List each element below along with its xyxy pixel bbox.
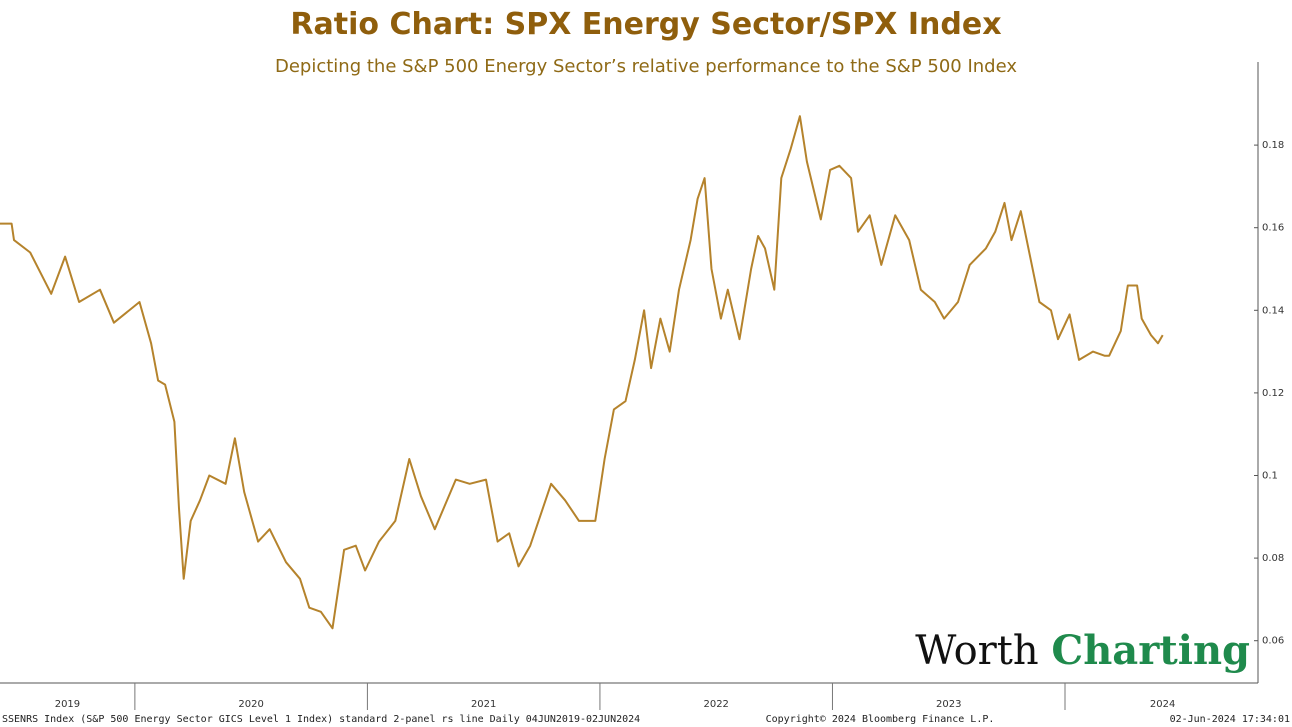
- logo: Worth Charting: [915, 627, 1250, 674]
- chart-subtitle: Depicting the S&P 500 Energy Sector’s re…: [275, 56, 1017, 77]
- x-tick-label: 2024: [1150, 699, 1175, 710]
- x-tick-label: 2020: [238, 699, 263, 710]
- series-line: [0, 115, 1164, 630]
- y-tick-label: 0.08: [1262, 553, 1284, 564]
- x-tick-label: 2023: [936, 699, 961, 710]
- y-tick-label: 0.1: [1262, 471, 1278, 482]
- x-tick-label: 2019: [55, 699, 80, 710]
- footer-left: SSENRS Index (S&P 500 Energy Sector GICS…: [2, 714, 640, 725]
- x-tick-label: 2021: [471, 699, 496, 710]
- x-tick-label: 2022: [703, 699, 728, 710]
- y-tick-label: 0.16: [1262, 223, 1284, 234]
- logo-word: Charting: [1051, 627, 1250, 674]
- footer-right: 02-Jun-2024 17:34:01: [1170, 714, 1290, 725]
- y-tick-label: 0.06: [1262, 636, 1284, 647]
- footer-center: Copyright© 2024 Bloomberg Finance L.P.: [766, 714, 995, 725]
- chart-title: Ratio Chart: SPX Energy Sector/SPX Index: [290, 7, 1001, 42]
- logo-word: Worth: [915, 628, 1038, 674]
- y-tick-label: 0.14: [1262, 305, 1284, 316]
- y-tick-label: 0.18: [1262, 140, 1284, 151]
- y-tick-label: 0.12: [1262, 388, 1284, 399]
